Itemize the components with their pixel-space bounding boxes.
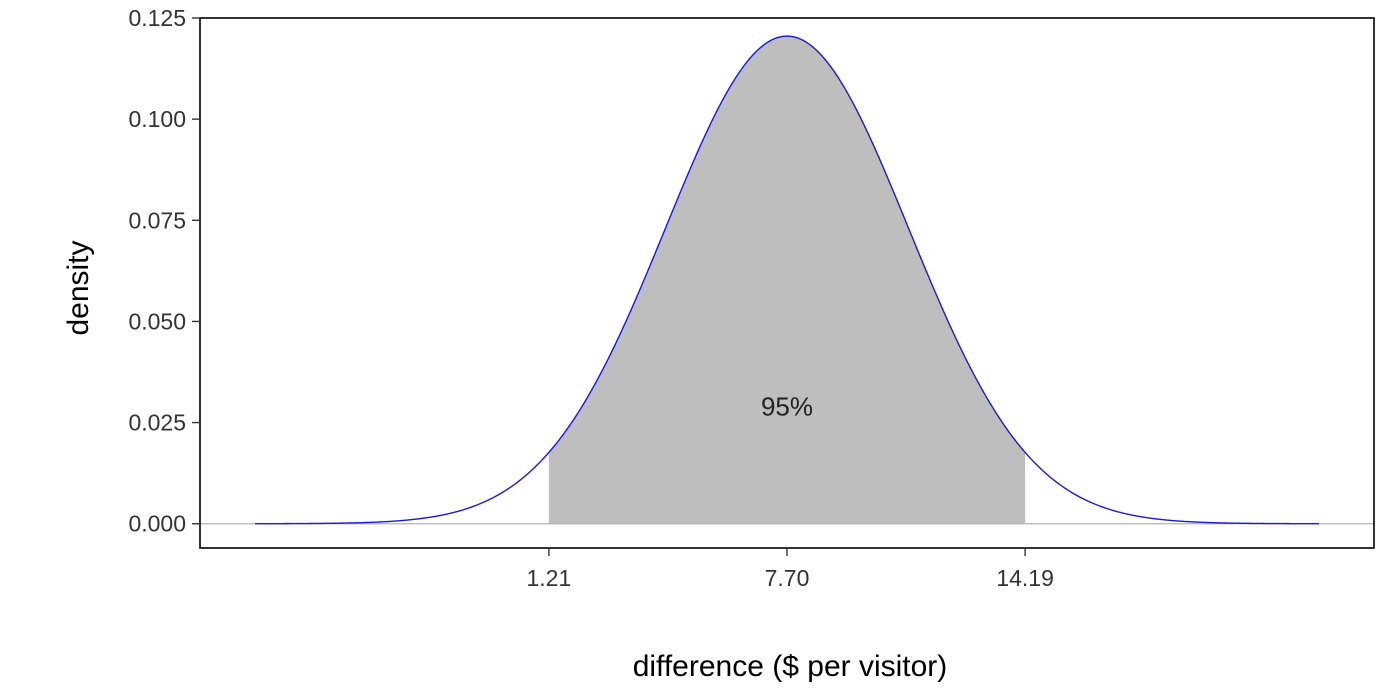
y-tick-label: 0.075 bbox=[128, 207, 186, 233]
plot-area: 95% bbox=[199, 17, 1375, 549]
x-tick-label: 1.21 bbox=[527, 565, 572, 591]
y-axis-title: density bbox=[62, 240, 95, 335]
y-tick-label: 0.025 bbox=[128, 410, 186, 436]
density-curve bbox=[255, 35, 1319, 525]
y-axis: 0.000 0.025 0.050 0.075 0.100 0.125 bbox=[128, 5, 200, 537]
shaded-interval-area bbox=[548, 36, 1026, 524]
interval-annotation: 95% bbox=[761, 391, 813, 421]
y-tick-label: 0.125 bbox=[128, 5, 186, 31]
x-tick-label: 14.19 bbox=[996, 565, 1054, 591]
y-tick-label: 0.100 bbox=[128, 106, 186, 132]
x-tick-label: 7.70 bbox=[765, 565, 810, 591]
y-tick-label: 0.000 bbox=[128, 511, 186, 537]
x-axis: 1.21 7.70 14.19 bbox=[527, 548, 1054, 591]
y-tick-label: 0.050 bbox=[128, 308, 186, 334]
x-axis-title: difference ($ per visitor) bbox=[633, 650, 948, 683]
